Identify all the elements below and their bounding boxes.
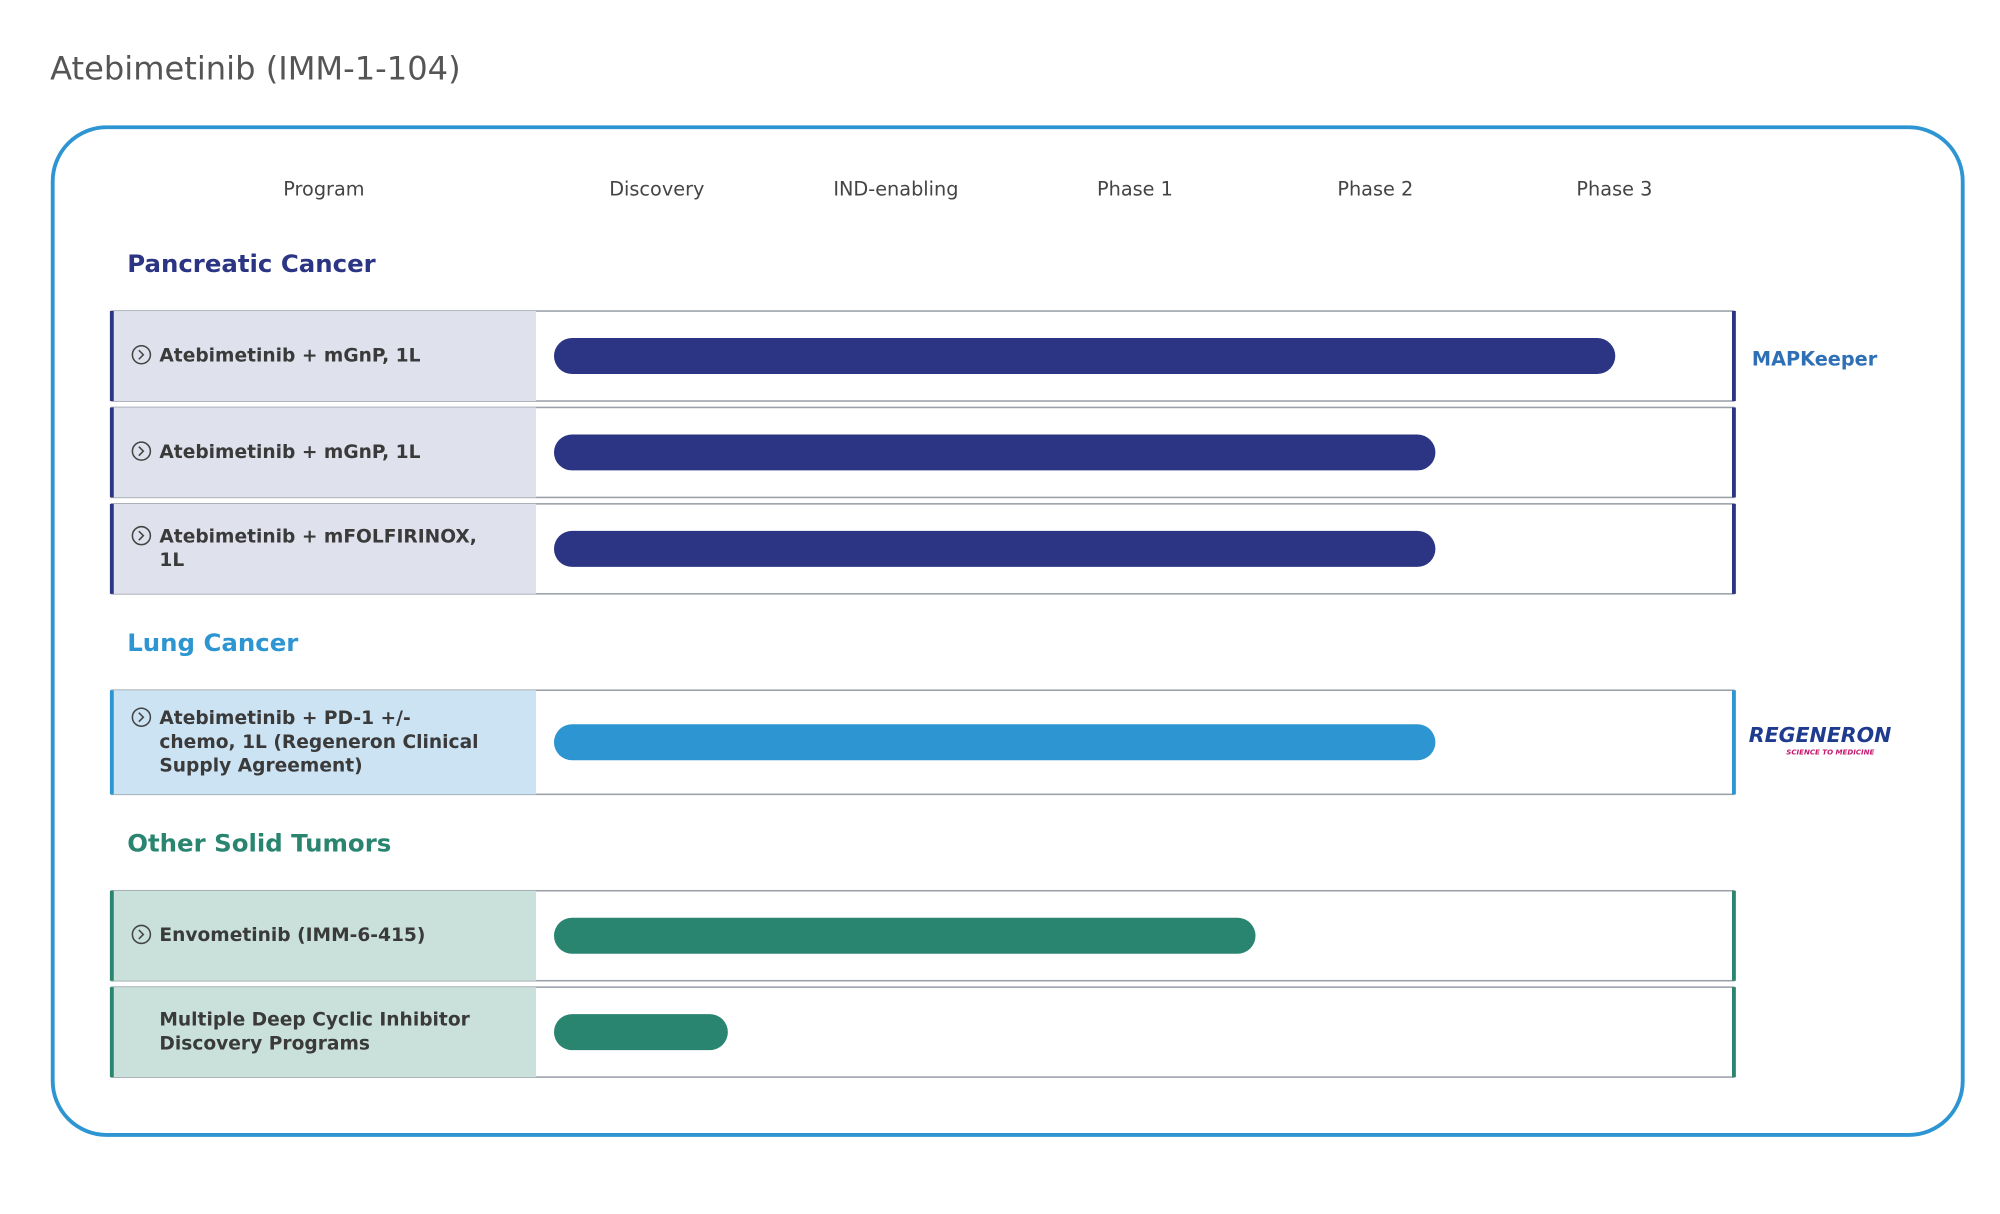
program-label: Atebimetinib + mFOLFIRINOX, — [159, 526, 477, 547]
column-header: Discovery — [609, 178, 704, 201]
page-title: Atebimetinib (IMM-1-104) — [50, 50, 460, 88]
label-cell — [111, 690, 536, 795]
frame — [50, 125, 1965, 1137]
expand-icon — [131, 924, 152, 945]
expand-icon — [138, 349, 145, 360]
expand-icon — [138, 712, 145, 723]
program-label: 1L — [159, 550, 184, 571]
partner-tagline: SCIENCE TO MEDICINE — [1786, 748, 1874, 757]
column-header: Phase 1 — [1097, 178, 1173, 201]
progress-bar — [553, 530, 1436, 567]
expand-icon — [138, 530, 145, 541]
column-header: IND-enabling — [833, 178, 958, 201]
section-title: Pancreatic Cancer — [127, 249, 375, 278]
progress-bar — [553, 434, 1436, 471]
program-label: chemo, 1L (Regeneron Clinical — [159, 732, 478, 753]
expand-icon — [138, 446, 145, 457]
program-label: Supply Agreement) — [159, 756, 362, 777]
expand-icon — [138, 929, 145, 940]
expand-icon — [131, 344, 152, 365]
label-cell — [111, 311, 536, 402]
column-header: Phase 2 — [1337, 178, 1413, 201]
program-label: Atebimetinib + PD-1 +/- — [159, 708, 410, 729]
section-title: Lung Cancer — [127, 628, 298, 657]
program-label: Atebimetinib + mGnP, 1L — [159, 442, 420, 463]
column-header: Program — [283, 178, 364, 201]
partner-logo: MAPKeeper — [1752, 347, 1878, 370]
expand-icon — [131, 707, 152, 727]
progress-bar — [553, 917, 1256, 954]
program-label: Multiple Deep Cyclic Inhibitor — [159, 1010, 470, 1031]
label-cell — [111, 890, 536, 981]
column-header: Phase 3 — [1576, 178, 1652, 201]
program-label: Discovery Programs — [159, 1034, 370, 1055]
label-cell — [111, 987, 536, 1078]
expand-icon — [131, 525, 152, 546]
label-cell — [111, 407, 536, 498]
label-cell — [111, 503, 536, 594]
progress-bar — [553, 724, 1436, 761]
expand-icon — [131, 441, 152, 461]
partner-logo: REGENERON — [1749, 723, 1891, 747]
program-label: Envometinib (IMM-6-415) — [159, 925, 425, 946]
program-label: Atebimetinib + mGnP, 1L — [159, 346, 420, 367]
section-title: Other Solid Tumors — [127, 828, 391, 857]
progress-bar — [553, 1014, 728, 1051]
progress-bar — [553, 338, 1616, 375]
